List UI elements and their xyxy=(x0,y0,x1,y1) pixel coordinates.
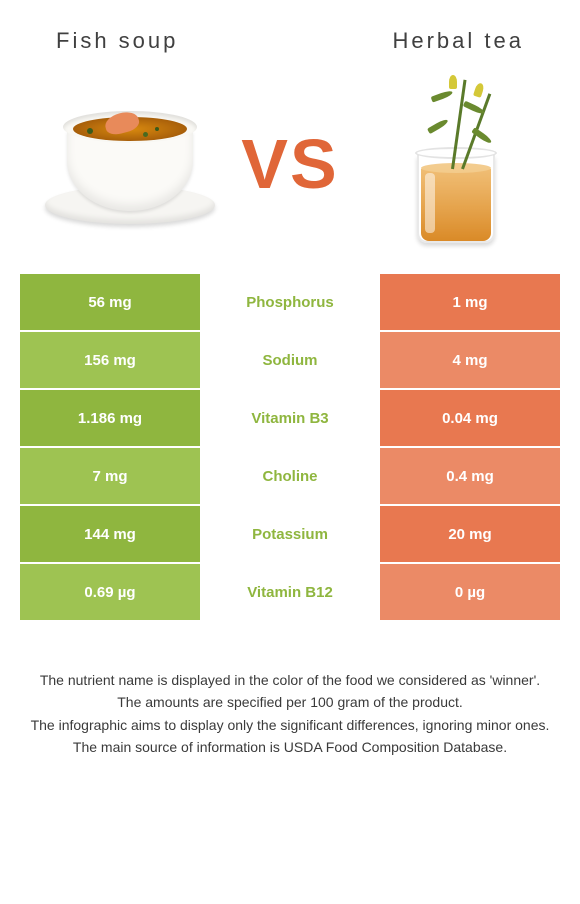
nutrient-right-value: 0.04 mg xyxy=(380,390,560,446)
nutrient-name: Choline xyxy=(200,448,380,504)
nutrient-name: Potassium xyxy=(200,506,380,562)
nutrient-name: Vitamin B12 xyxy=(200,564,380,620)
images-row: VS xyxy=(0,64,580,274)
footer-line-1: The nutrient name is displayed in the co… xyxy=(24,670,556,690)
nutrient-name: Sodium xyxy=(200,332,380,388)
nutrient-right-value: 20 mg xyxy=(380,506,560,562)
footer-notes: The nutrient name is displayed in the co… xyxy=(0,670,580,757)
nutrient-right-value: 1 mg xyxy=(380,274,560,330)
nutrient-name: Phosphorus xyxy=(200,274,380,330)
footer-line-2: The amounts are specified per 100 gram o… xyxy=(24,692,556,712)
nutrient-table: 56 mgPhosphorus1 mg156 mgSodium4 mg1.186… xyxy=(20,274,560,620)
herbal-tea-image xyxy=(360,84,540,244)
infographic-container: Fish soup Herbal tea VS xyxy=(0,0,580,757)
nutrient-right-value: 0.4 mg xyxy=(380,448,560,504)
footer-line-3: The infographic aims to display only the… xyxy=(24,715,556,735)
nutrient-row: 156 mgSodium4 mg xyxy=(20,332,560,388)
nutrient-right-value: 4 mg xyxy=(380,332,560,388)
nutrient-right-value: 0 µg xyxy=(380,564,560,620)
nutrient-row: 7 mgCholine0.4 mg xyxy=(20,448,560,504)
nutrient-left-value: 0.69 µg xyxy=(20,564,200,620)
nutrient-row: 56 mgPhosphorus1 mg xyxy=(20,274,560,330)
nutrient-row: 0.69 µgVitamin B120 µg xyxy=(20,564,560,620)
footer-line-4: The main source of information is USDA F… xyxy=(24,737,556,757)
right-food-title: Herbal tea xyxy=(392,28,524,54)
nutrient-row: 144 mgPotassium20 mg xyxy=(20,506,560,562)
nutrient-left-value: 144 mg xyxy=(20,506,200,562)
nutrient-name: Vitamin B3 xyxy=(200,390,380,446)
vs-label: VS xyxy=(241,124,338,204)
nutrient-left-value: 56 mg xyxy=(20,274,200,330)
nutrient-left-value: 1.186 mg xyxy=(20,390,200,446)
nutrient-left-value: 156 mg xyxy=(20,332,200,388)
fish-soup-image xyxy=(40,84,220,244)
header-row: Fish soup Herbal tea xyxy=(0,0,580,64)
nutrient-left-value: 7 mg xyxy=(20,448,200,504)
left-food-title: Fish soup xyxy=(56,28,178,54)
nutrient-row: 1.186 mgVitamin B30.04 mg xyxy=(20,390,560,446)
